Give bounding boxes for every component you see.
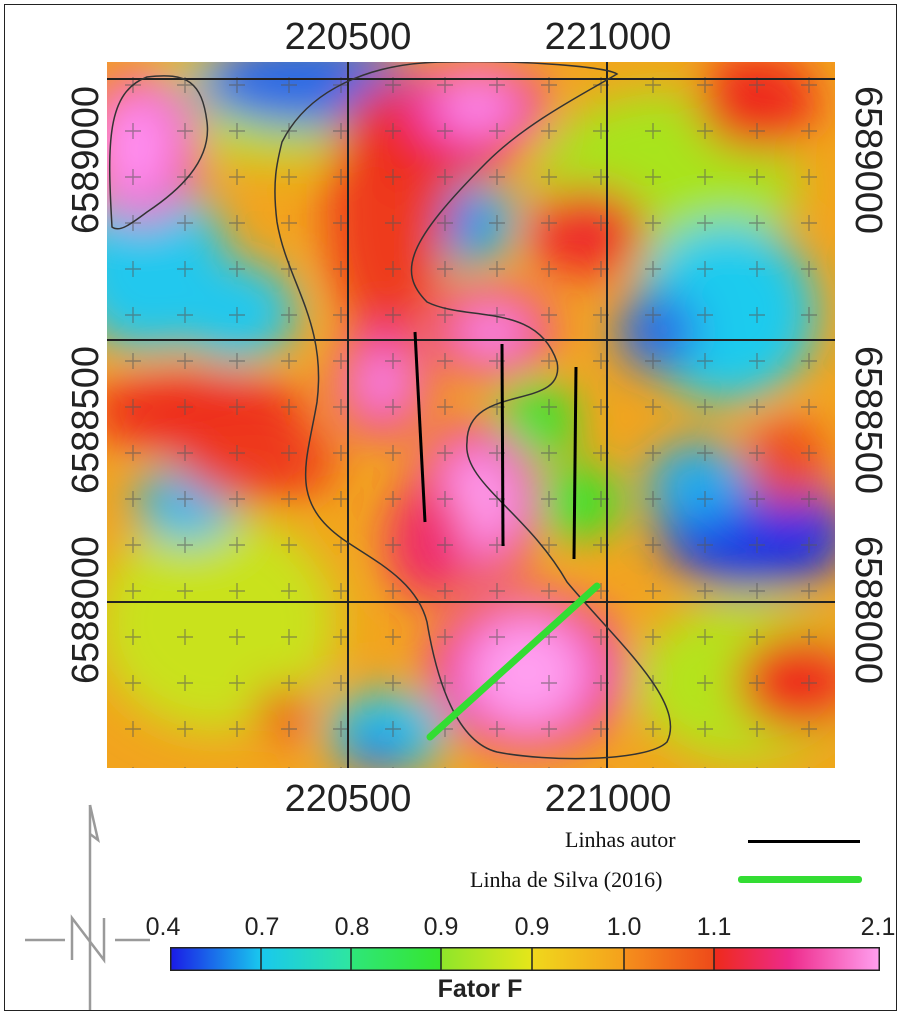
author-line-3	[572, 366, 578, 560]
y-tick-left-6588000: 6588000	[65, 536, 107, 684]
y-tick-left-6589000: 6589000	[65, 86, 107, 234]
silva-line	[426, 582, 601, 741]
north-arrow-icon	[25, 804, 150, 1010]
colorbar-tick-7: 2.1	[860, 913, 896, 941]
colorbar-tick-6: 1.1	[696, 913, 732, 941]
heatmap-svg	[107, 62, 835, 768]
y-tick-left-6588500: 6588500	[65, 346, 107, 494]
x-tick-bottom-221000: 221000	[544, 778, 672, 820]
zone-outline-central	[274, 62, 672, 760]
colorbar-tick-2: 0.8	[334, 913, 370, 941]
colorbar	[170, 947, 880, 971]
legend-silva-line-swatch	[738, 876, 862, 883]
colorbar-tick-3: 0.9	[423, 913, 459, 941]
y-tick-right-6588500: 6588500	[847, 346, 889, 494]
figure-frame	[4, 4, 897, 1011]
fator-f-map	[107, 62, 835, 768]
author-line-2	[500, 343, 505, 547]
x-tick-bottom-220500: 220500	[284, 778, 412, 820]
x-tick-top-221000: 221000	[544, 16, 672, 58]
x-tick-top-220500: 220500	[284, 16, 412, 58]
colorbar-title: Fator F	[437, 975, 523, 1003]
legend-silva-line-label: Linha de Silva (2016)	[470, 867, 663, 892]
y-tick-right-6589000: 6589000	[847, 86, 889, 234]
colorbar-tick-5: 1.0	[606, 913, 642, 941]
zone-outline-west	[109, 75, 209, 230]
author-line-1	[413, 331, 427, 523]
legend-author-lines-swatch	[748, 840, 860, 843]
colorbar-tick-0: 0.4	[145, 913, 181, 941]
y-tick-right-6588000: 6588000	[847, 536, 889, 684]
colorbar-tick-4: 0.9	[514, 913, 550, 941]
colorbar-tick-1: 0.7	[244, 913, 280, 941]
profile-lines	[413, 331, 601, 741]
legend-author-lines-label: Linhas autor	[565, 827, 676, 852]
